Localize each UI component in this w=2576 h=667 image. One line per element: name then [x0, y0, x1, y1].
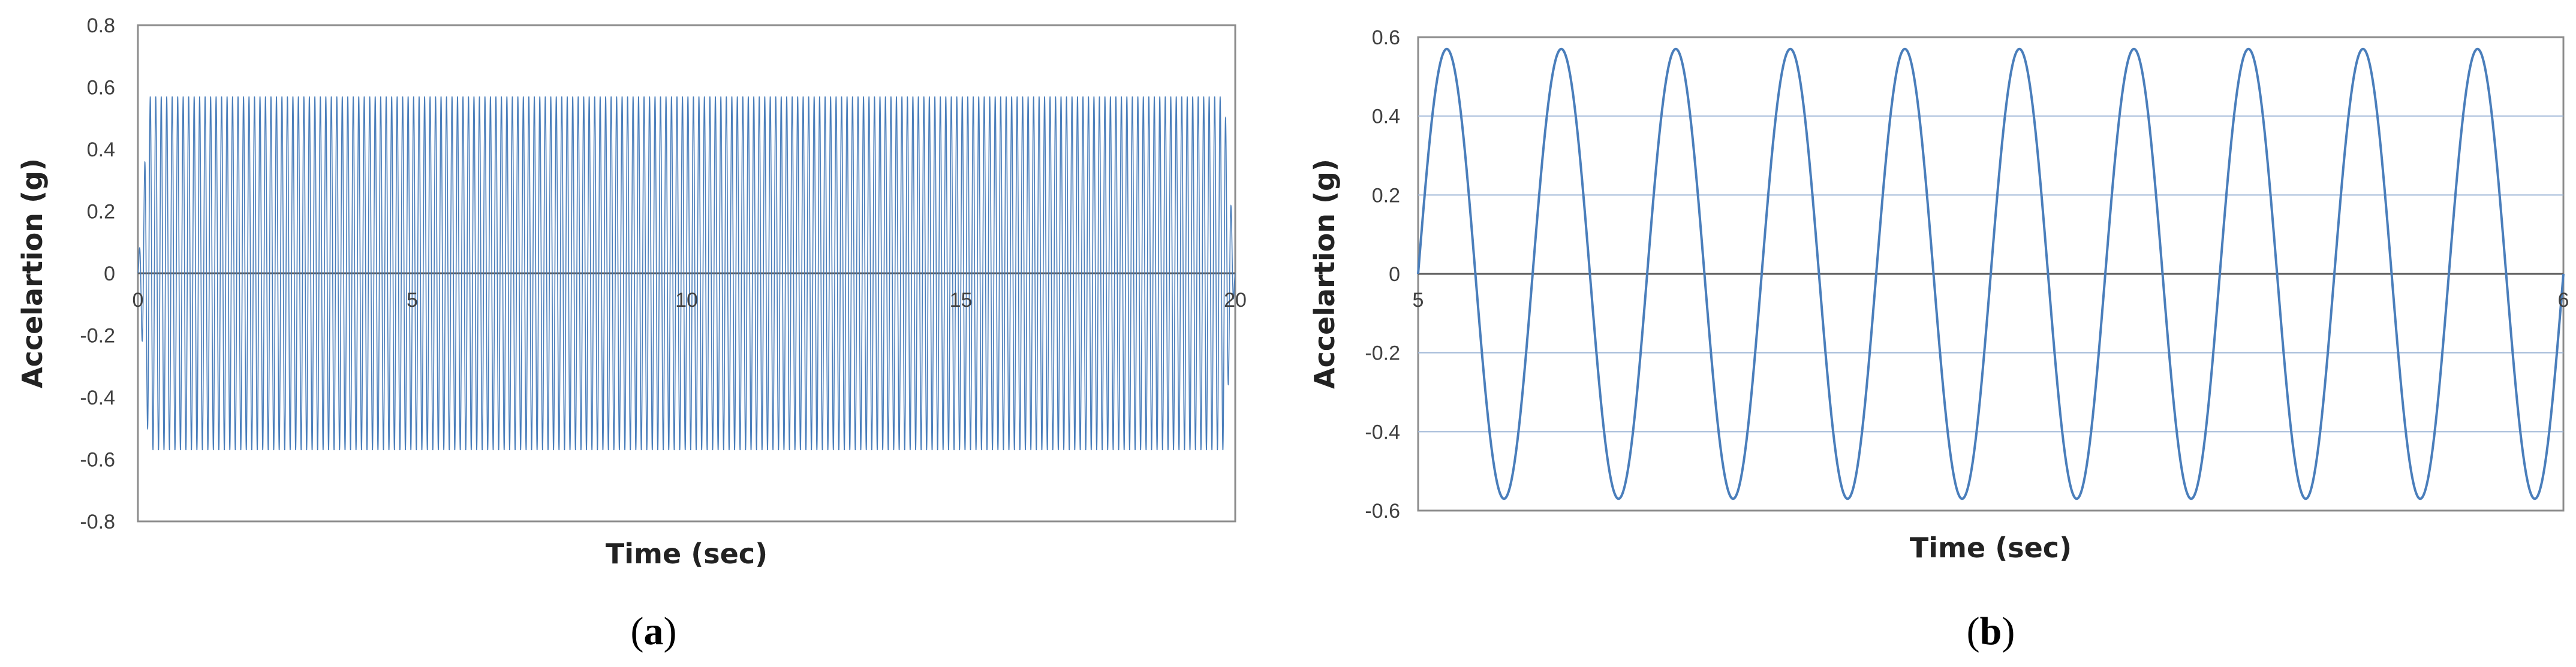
y-tick-label: -0.6 — [1365, 500, 1400, 523]
y-tick-label: 0.4 — [87, 138, 115, 161]
x-tick-label: 20 — [1224, 289, 1247, 312]
chart-panel-a: 0.8 0.6 0.4 0.2 0 -0.2 -0.4 -0.6 -0.8 0 5 10 15 20 T… — [16, 14, 1247, 653]
panel-label-a: (a) — [631, 609, 677, 653]
x-tick-label: 5 — [1413, 289, 1424, 312]
grid-lines-b — [1418, 115, 2563, 433]
panel-label-b: (b) — [1967, 609, 2015, 653]
y-tick-label: 0 — [1389, 263, 1400, 286]
y-tick-labels-b: 0.6 0.4 0.2 0 -0.2 -0.4 -0.6 — [1365, 26, 1400, 523]
y-tick-label: 0.6 — [87, 77, 115, 99]
x-tick-label: 10 — [675, 289, 698, 312]
y-tick-label: -0.2 — [80, 325, 115, 348]
x-tick-label: 0 — [133, 289, 144, 312]
panel-label-b-letter: b — [1980, 609, 2002, 653]
signal-line — [1417, 47, 2565, 500]
y-tick-label: 0.2 — [87, 201, 115, 224]
y-axis-title-a: Accelartion (g) — [16, 158, 49, 388]
y-tick-label: -0.4 — [1365, 421, 1400, 443]
signal-series-a — [137, 96, 1236, 451]
y-tick-label: 0.2 — [1372, 184, 1400, 207]
x-tick-label: 5 — [407, 289, 418, 312]
x-tick-labels-a: 0 5 10 15 20 — [133, 289, 1247, 312]
y-tick-labels-a: 0.8 0.6 0.4 0.2 0 -0.2 -0.4 -0.6 -0.8 — [80, 14, 115, 533]
signal-series-b — [1417, 47, 2565, 500]
y-tick-label: 0.4 — [1372, 105, 1400, 128]
y-tick-label: -0.6 — [80, 449, 115, 472]
y-tick-label: -0.4 — [80, 387, 115, 409]
y-tick-label: 0.8 — [87, 14, 115, 37]
y-axis-title-b: Accelartion (g) — [1308, 159, 1341, 389]
x-axis-title-b: Time (sec) — [1910, 532, 2072, 564]
x-axis-title-a: Time (sec) — [606, 538, 768, 570]
x-tick-label: 15 — [950, 289, 973, 312]
signal-line — [137, 96, 1236, 451]
y-tick-label: -0.8 — [80, 511, 115, 533]
panel-label-a-letter: a — [644, 609, 664, 653]
y-tick-label: 0 — [104, 262, 115, 285]
x-tick-label: 6 — [2558, 289, 2569, 312]
y-tick-label: 0.6 — [1372, 26, 1400, 49]
y-tick-label: -0.2 — [1365, 342, 1400, 365]
